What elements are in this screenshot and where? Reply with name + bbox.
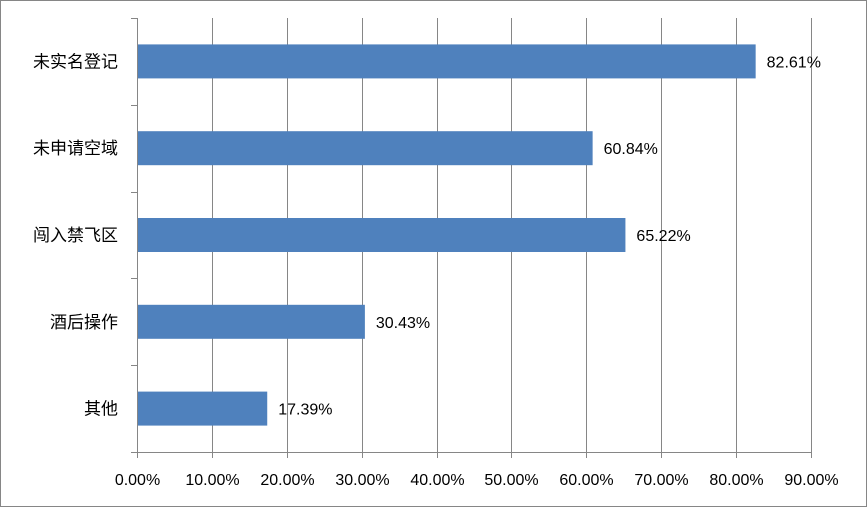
- labels: 0.00% 10.00% 20.00% 30.00% 40.00% 50.00% 60.00…: [33, 52, 839, 489]
- category-label: 其他: [84, 400, 118, 420]
- data-label: 17.39%: [278, 402, 332, 419]
- data-label: 60.84%: [604, 141, 658, 158]
- category-label: 未申请空域: [33, 139, 118, 159]
- data-label: 65.22%: [636, 228, 690, 245]
- x-tick-label: 70.00%: [634, 472, 688, 489]
- x-tick-label: 20.00%: [260, 472, 314, 489]
- bar: [138, 131, 593, 166]
- x-tick-label: 60.00%: [559, 472, 613, 489]
- x-tick-label: 30.00%: [335, 472, 389, 489]
- x-tick-label: 90.00%: [784, 472, 838, 489]
- data-label: 82.61%: [767, 54, 821, 71]
- category-label: 未实名登记: [33, 52, 118, 72]
- x-tick-label: 50.00%: [484, 472, 538, 489]
- axes: [131, 18, 812, 458]
- category-label: 酒后操作: [50, 313, 118, 333]
- data-label: 30.43%: [376, 315, 430, 332]
- x-tick-label: 40.00%: [410, 472, 464, 489]
- x-tick-label: 80.00%: [709, 472, 763, 489]
- bars: [138, 44, 756, 426]
- bar: [138, 304, 365, 339]
- x-tick-label: 10.00%: [185, 472, 239, 489]
- bar: [138, 44, 756, 79]
- category-label: 闯入禁飞区: [33, 226, 118, 246]
- bar: [138, 218, 626, 252]
- x-tick-label: 0.00%: [115, 472, 160, 489]
- bar: [138, 391, 268, 426]
